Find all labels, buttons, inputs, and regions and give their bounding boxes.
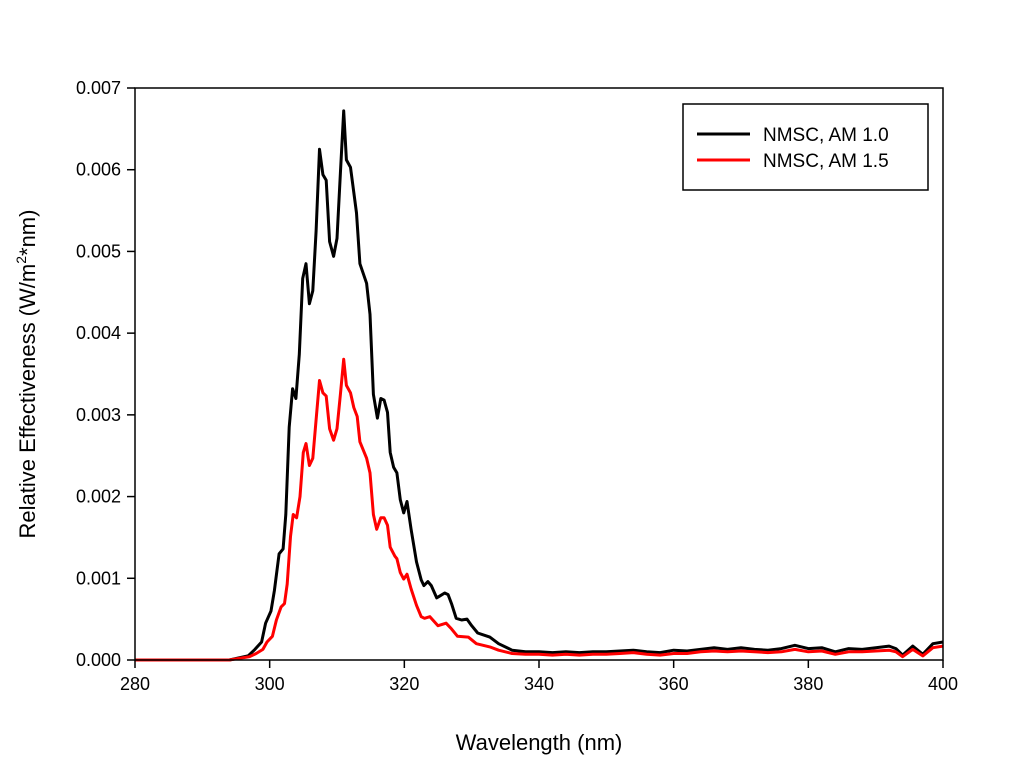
- x-tick-label: 400: [928, 674, 958, 694]
- legend-label-am15: NMSC, AM 1.5: [763, 151, 889, 172]
- y-tick-label: 0.000: [76, 650, 121, 670]
- y-tick-label: 0.005: [76, 241, 121, 261]
- x-axis: 280 300 320 340 360 380 400: [120, 660, 958, 694]
- y-tick-label: 0.001: [76, 568, 121, 588]
- series-line-0: [135, 109, 944, 662]
- y-tick-label: 0.002: [76, 487, 121, 507]
- series-line-1: [135, 357, 944, 662]
- legend-box: [682, 103, 929, 191]
- x-axis-label: Wavelength (nm): [456, 730, 623, 755]
- y-axis: 0.000 0.001 0.002 0.003 0.004 0.005 0.006 0.007: [76, 78, 135, 670]
- x-tick-label: 360: [659, 674, 689, 694]
- legend: NMSC, AM 1.0 NMSC, AM 1.5: [682, 103, 929, 191]
- legend-label-am10: NMSC, AM 1.0: [763, 125, 889, 146]
- y-tick-label: 0.003: [76, 405, 121, 425]
- x-tick-label: 380: [793, 674, 823, 694]
- x-tick-label: 280: [120, 674, 150, 694]
- x-tick-label: 300: [255, 674, 285, 694]
- plot-area: [135, 109, 944, 662]
- x-tick-label: 340: [524, 674, 554, 694]
- x-tick-label: 320: [389, 674, 419, 694]
- y-tick-label: 0.007: [76, 78, 121, 98]
- y-axis-label: Relative Effectiveness (W/m2*nm): [13, 210, 40, 539]
- y-tick-label: 0.006: [76, 160, 121, 180]
- y-tick-label: 0.004: [76, 323, 121, 343]
